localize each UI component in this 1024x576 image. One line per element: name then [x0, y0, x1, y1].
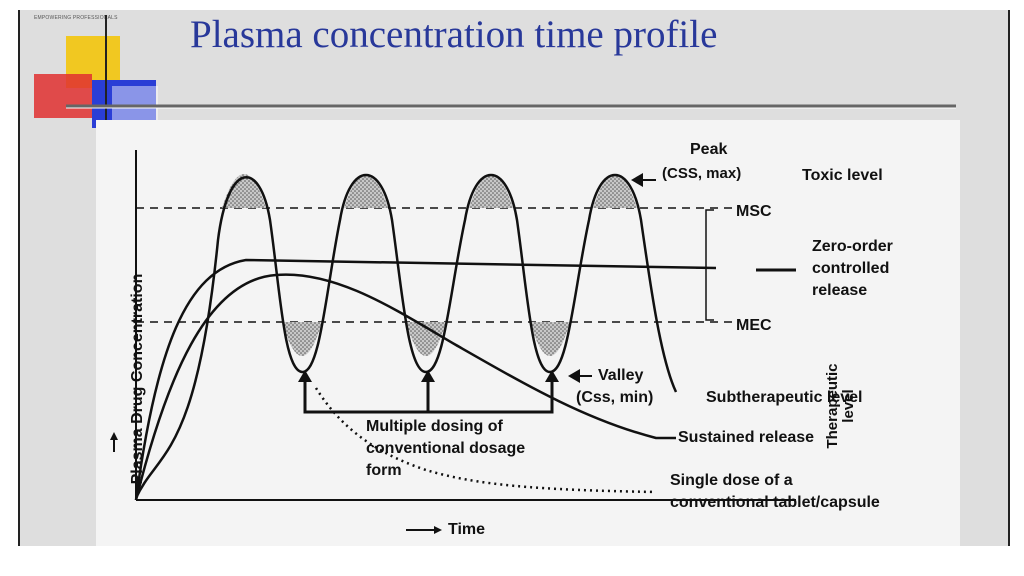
valley-hatch-2	[406, 322, 446, 356]
multiple-dosing-curve	[134, 174, 678, 499]
single-dose-curve	[314, 387, 657, 494]
peak-hatch-2	[344, 174, 388, 208]
title-decoration	[34, 15, 956, 135]
y-axis-label: Plasma Drug Concentration	[129, 273, 146, 485]
multiple-dosing-label: Multiple dosing of conventional dosage f…	[366, 418, 526, 479]
page-title: Plasma concentration time profile	[190, 13, 718, 56]
slide: EMPOWERING PROFESSIONALS Plasma concentr…	[18, 10, 1010, 546]
zero-order-curve	[134, 258, 717, 501]
dose-arrow-1	[298, 370, 312, 382]
msc-label: MSC	[736, 203, 772, 220]
valley-label: Valley	[598, 367, 644, 384]
toxic-level-label: Toxic level	[802, 167, 883, 184]
peak-arrow	[631, 173, 643, 187]
dose-arrow-2	[421, 370, 435, 382]
valley-hatch-3	[530, 322, 570, 356]
profile-plot	[110, 150, 796, 534]
dose-arrow-3	[545, 370, 559, 382]
plasma-profile-figure: Plasma Drug Concentration Time Peak (CSS…	[96, 120, 960, 546]
peak-hatch-4	[593, 174, 637, 208]
peak-sub-label: (CSS, max)	[662, 165, 742, 182]
peak-hatch-1	[222, 174, 266, 208]
single-dose-label: Single dose of a conventional tablet/cap…	[670, 472, 880, 511]
therapeutic-bracket	[705, 209, 714, 321]
subtherapeutic-label: Subtherapeutic level	[706, 389, 863, 406]
peak-hatch-3	[469, 174, 513, 208]
sustained-release-curve	[134, 273, 676, 501]
zero-order-label: Zero-order controlled release	[812, 238, 893, 299]
mec-label: MEC	[736, 317, 772, 334]
valley-hatch-1	[282, 322, 322, 356]
valley-sub-label: (Css, min)	[576, 389, 654, 406]
sustained-release-label: Sustained release	[678, 429, 815, 446]
x-axis-label: Time	[448, 521, 486, 538]
brand-logo-text: EMPOWERING PROFESSIONALS	[34, 15, 118, 21]
peak-label: Peak	[690, 141, 728, 158]
valley-arrow	[568, 369, 580, 383]
